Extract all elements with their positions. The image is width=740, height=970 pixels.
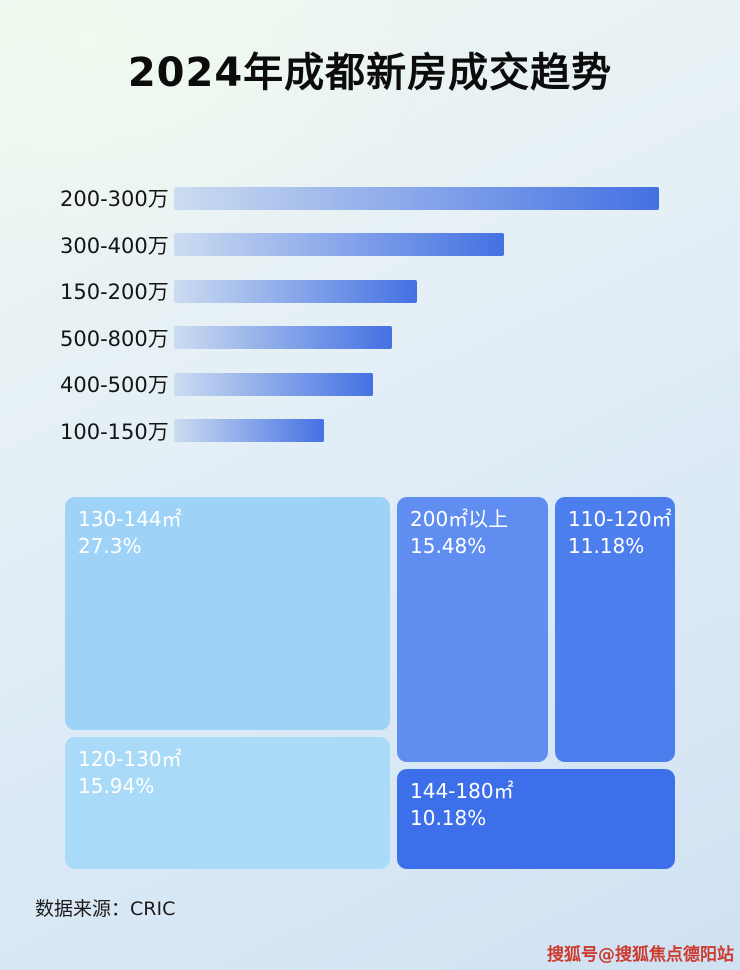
- bar-track: [174, 233, 659, 257]
- bar: [174, 279, 417, 303]
- treemap-label: 110-120㎡: [568, 507, 672, 531]
- treemap-block-120-130: 120-130㎡ 15.94%: [65, 737, 390, 869]
- area-treemap: 130-144㎡ 27.3% 120-130㎡ 15.94% 200㎡以上 15…: [65, 497, 675, 869]
- bar-track: [174, 279, 659, 303]
- treemap-percent: 10.18%: [410, 806, 487, 830]
- bar-category-label: 200-300万: [60, 187, 169, 212]
- treemap-block-130-144: 130-144㎡ 27.3%: [65, 497, 390, 730]
- bar-track: [174, 326, 659, 350]
- watermark: 搜狐号@搜狐焦点德阳站: [547, 945, 734, 965]
- treemap-percent: 15.94%: [78, 774, 155, 798]
- bar-category-label: 300-400万: [60, 233, 169, 258]
- bar: [174, 326, 393, 350]
- treemap-block-200-plus: 200㎡以上 15.48%: [397, 497, 548, 762]
- treemap-percent: 15.48%: [410, 534, 487, 558]
- treemap-label: 120-130㎡: [78, 747, 182, 771]
- bar-row: 500-800万: [60, 315, 685, 362]
- bar-row: 300-400万: [60, 222, 685, 269]
- bar-category-label: 150-200万: [60, 280, 169, 305]
- page-title: 2024年成都新房成交趋势: [127, 50, 613, 96]
- bar-row: 100-150万: [60, 408, 685, 455]
- bar: [174, 186, 659, 210]
- bar-category-label: 500-800万: [60, 326, 169, 351]
- price-bar-chart: 200-300万 300-400万 150-200万 500-800万 400-500万…: [60, 175, 685, 454]
- bar-track: [174, 186, 659, 210]
- treemap-block-144-180: 144-180㎡ 10.18%: [397, 769, 675, 869]
- treemap-block-110-120: 110-120㎡ 11.18%: [555, 497, 675, 762]
- bar-track: [174, 372, 659, 396]
- bar: [174, 372, 373, 396]
- bar: [174, 233, 504, 257]
- bar-row: 150-200万: [60, 268, 685, 315]
- treemap-percent: 27.3%: [78, 534, 142, 558]
- bar: [174, 419, 325, 443]
- data-source: 数据来源：CRIC: [35, 898, 176, 920]
- bar-row: 400-500万: [60, 361, 685, 408]
- bar-track: [174, 419, 659, 443]
- bar-category-label: 400-500万: [60, 373, 169, 398]
- treemap-label: 130-144㎡: [78, 507, 182, 531]
- treemap-percent: 11.18%: [568, 534, 645, 558]
- bar-category-label: 100-150万: [60, 419, 169, 444]
- treemap-label: 144-180㎡: [410, 779, 514, 803]
- treemap-label: 200㎡以上: [410, 507, 509, 531]
- bar-row: 200-300万: [60, 175, 685, 222]
